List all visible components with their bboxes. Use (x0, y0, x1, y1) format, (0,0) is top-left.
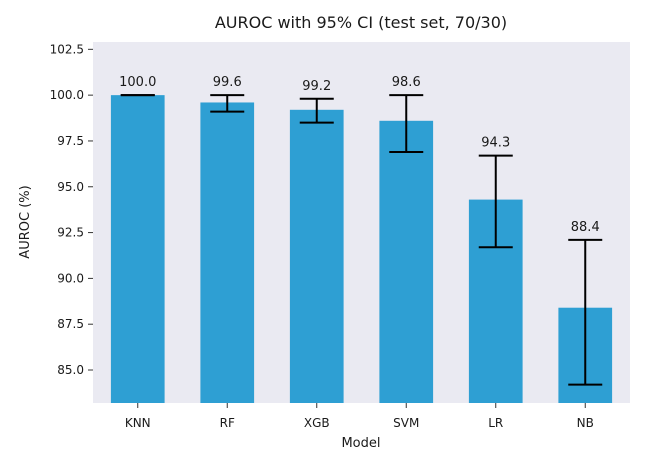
y-tick-label: 92.5 (57, 226, 84, 240)
y-tick-label: 100.0 (50, 88, 84, 102)
y-tick-label: 90.0 (57, 271, 84, 285)
data-label-xgb: 99.2 (302, 79, 331, 94)
bar-svm (379, 120, 434, 404)
x-tick-label-rf: RF (220, 416, 235, 430)
x-tick-label-knn: KNN (125, 416, 151, 430)
y-tick-label: 95.0 (57, 180, 84, 194)
y-tick-label: 97.5 (57, 134, 84, 148)
data-label-knn: 100.0 (119, 75, 156, 90)
x-tick-label-lr: LR (488, 416, 503, 430)
x-tick-label-svm: SVM (393, 416, 419, 430)
y-tick-label: 102.5 (50, 42, 84, 56)
plot-area (93, 42, 630, 403)
x-tick-label-xgb: XGB (304, 416, 330, 430)
chart-title: AUROC with 95% CI (test set, 70/30) (215, 13, 507, 32)
bar-xgb (289, 109, 344, 403)
x-tick-label-nb: NB (577, 416, 594, 430)
bar-rf (200, 102, 255, 404)
data-label-nb: 88.4 (571, 220, 600, 235)
data-label-svm: 98.6 (392, 75, 421, 90)
y-tick-label: 85.0 (57, 363, 84, 377)
bar-knn (110, 95, 165, 403)
y-tick-label: 87.5 (57, 317, 84, 331)
x-axis-label: Model (341, 436, 380, 451)
data-label-rf: 99.6 (213, 75, 242, 90)
y-axis-label: AUROC (%) (18, 185, 33, 258)
data-label-lr: 94.3 (481, 136, 510, 151)
